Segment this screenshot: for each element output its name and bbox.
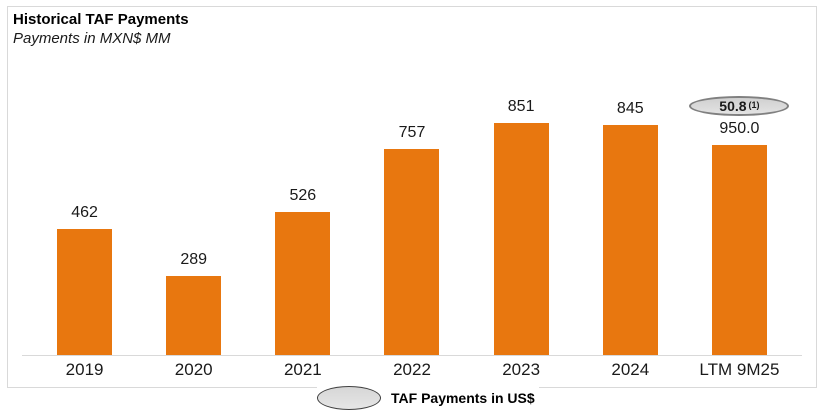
value-label: 526: [289, 186, 317, 204]
legend: TAF Payments in US$: [317, 386, 539, 410]
bar-column-2019: 462: [30, 96, 139, 355]
plot-area: 462 289 526 757 851 845: [30, 96, 794, 355]
bar-column-2023: 851: [467, 96, 576, 355]
value-label: 851: [507, 98, 535, 115]
bar-2022: [384, 148, 440, 355]
bar-column-ltm-9m25: 50.8 (1) 950.0: [685, 96, 794, 355]
bar-column-2020: 289: [139, 96, 248, 355]
x-axis-label-2019: 2019: [65, 360, 104, 379]
chart-header: Historical TAF Payments Payments in MXN$…: [13, 10, 189, 48]
bar-2024: [602, 124, 658, 355]
gray-oval-icon: [317, 386, 381, 410]
legend-label: TAF Payments in US$: [391, 390, 535, 406]
x-axis-label-ltm-9m25: LTM 9M25: [699, 360, 780, 379]
x-axis-label-2020: 2020: [174, 360, 213, 379]
x-axis-labels: 2019 2020 2021 2022 2023 2024 LTM 9M25: [30, 360, 794, 380]
x-axis-label-2022: 2022: [393, 360, 431, 379]
bar-column-2021: 526: [248, 96, 357, 355]
chart-subtitle: Payments in MXN$ MM: [13, 30, 171, 47]
value-label: 757: [398, 123, 426, 141]
bar-ltm-9m25: [711, 145, 767, 355]
bar-column-2024: 845: [576, 96, 685, 355]
value-label: 845: [616, 99, 644, 117]
value-label: 950.0: [719, 120, 760, 138]
x-axis-label-2024: 2024: [611, 360, 650, 379]
bar-2020: [166, 276, 222, 355]
bar-column-2022: 757: [357, 96, 466, 355]
usd-payment-badge: 50.8 (1): [689, 96, 790, 117]
bar-2019: [57, 229, 113, 355]
x-axis-line: [22, 355, 802, 356]
bar-2023: [493, 123, 549, 355]
chart-panel: Historical TAF Payments Payments in MXN$…: [7, 6, 817, 388]
footnote-marker: (1): [748, 100, 760, 111]
chart-title: Historical TAF Payments: [13, 11, 189, 28]
value-label: 462: [71, 204, 98, 222]
bar-2021: [275, 211, 331, 355]
value-label: 289: [180, 251, 208, 269]
x-axis-label-2021: 2021: [283, 360, 322, 379]
x-axis-label-2023: 2023: [502, 360, 541, 379]
usd-payment-value: 50.8: [719, 98, 747, 115]
